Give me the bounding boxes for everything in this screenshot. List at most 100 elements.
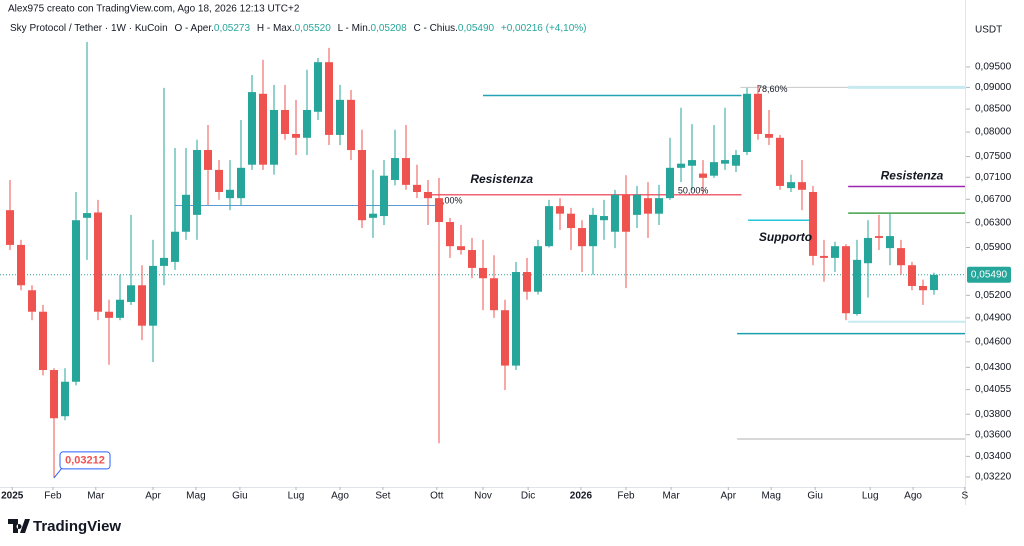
candle-body	[248, 92, 257, 165]
candle-body	[544, 206, 553, 247]
candle-body	[281, 109, 290, 134]
x-tick-label: Mar	[662, 491, 680, 502]
y-tick-label: 0,04300	[975, 362, 1012, 373]
candle-body	[127, 285, 136, 302]
x-tick-label: Apr	[721, 491, 737, 502]
y-tick-label: 0,08000	[975, 127, 1012, 138]
y-tick-label: 0,05200	[975, 290, 1012, 301]
candle-body	[698, 173, 707, 178]
candle-body	[83, 213, 92, 218]
candle-body	[797, 182, 806, 190]
x-tick-label: Feb	[44, 491, 62, 502]
candle-body	[808, 191, 817, 256]
candle-body	[226, 189, 235, 199]
candle-body	[489, 278, 498, 311]
x-tick-label: Ago	[331, 491, 349, 502]
candle-body	[324, 62, 333, 135]
candle-body	[28, 290, 37, 312]
candle-body	[6, 210, 15, 245]
legend-value: 0,05520	[295, 23, 332, 34]
candle-body	[830, 246, 839, 258]
x-tick-label: Lug	[288, 491, 305, 502]
y-tick-label: 0,05900	[975, 242, 1012, 253]
annotation: Resistenza	[470, 172, 533, 186]
candle-body	[116, 299, 125, 318]
candle-body	[182, 194, 191, 232]
candle-body	[841, 246, 850, 314]
brand-name: TradingView	[33, 518, 121, 535]
candle-body	[138, 285, 147, 326]
x-tick-label: Feb	[617, 491, 635, 502]
annotation: 78,60%	[757, 84, 788, 94]
candle-body	[193, 150, 202, 215]
low-label: 0,03212	[65, 454, 105, 466]
candle-body	[709, 162, 718, 176]
y-tick-label: 0,03220	[975, 472, 1012, 483]
candle-body	[368, 213, 377, 218]
y-tick-label: 0,09000	[975, 82, 1012, 93]
candle-body	[423, 191, 432, 199]
candle-body	[171, 231, 180, 262]
legend-value: 0,05490	[458, 23, 495, 34]
candle-body	[764, 133, 773, 138]
x-tick-label: Mar	[87, 491, 105, 502]
candle-body	[500, 310, 509, 366]
legend-label: C - Chius.	[413, 23, 457, 34]
last-price-tag	[967, 266, 1011, 283]
x-tick-label: Ott	[430, 491, 444, 502]
candle-body	[456, 246, 465, 251]
candle-body	[720, 160, 729, 164]
candle-body	[852, 259, 861, 315]
annotation: ,00%	[442, 195, 463, 205]
candle-body	[270, 109, 279, 165]
candle-body	[39, 311, 48, 371]
candle-body	[314, 62, 323, 112]
candle-body	[204, 150, 213, 170]
y-tick-label: 0,08500	[975, 104, 1012, 115]
legend-value: 0,05273	[214, 23, 251, 34]
candle-body	[379, 175, 388, 217]
x-tick-label: Giu	[807, 491, 823, 502]
candle-body	[577, 228, 586, 247]
candle-body	[731, 155, 740, 166]
candle-body	[292, 133, 301, 138]
y-tick-label: 0,04055	[975, 384, 1012, 395]
x-tick-label: Lug	[862, 491, 879, 502]
candle-body	[94, 212, 103, 312]
x-tick-label: Nov	[474, 491, 492, 502]
x-tick-label: Dic	[521, 491, 535, 502]
y-tick-label: 0,06300	[975, 217, 1012, 228]
candle-body	[259, 93, 268, 165]
y-tick-label: 0,04900	[975, 312, 1012, 323]
candle-body	[742, 93, 751, 153]
candle-body	[885, 236, 894, 249]
y-tick-label: 0,07100	[975, 172, 1012, 183]
candle-body	[434, 198, 443, 223]
x-tick-label: Giu	[232, 491, 248, 502]
plot-area	[0, 41, 965, 478]
x-tick-label: 2026	[570, 491, 593, 502]
x-tick-label: Mag	[186, 491, 205, 502]
candle-body	[346, 99, 355, 151]
candle-body	[215, 169, 224, 192]
y-tick-label: 0,03600	[975, 429, 1012, 440]
candle-body	[555, 206, 564, 214]
y-tick-label: 0,07500	[975, 151, 1012, 162]
candle-body	[599, 216, 608, 221]
x-tick-label: Ago	[904, 491, 922, 502]
legend-label: L - Min.	[338, 23, 371, 34]
candle-body	[566, 213, 575, 229]
candle-body	[610, 194, 619, 232]
currency: USDT	[975, 25, 1002, 36]
candle-body	[390, 158, 399, 180]
y-tick-label: 0,03800	[975, 409, 1012, 420]
brand-logo: TradingView	[8, 518, 121, 535]
candle-body	[467, 250, 476, 268]
candle-body	[775, 137, 784, 186]
x-tick-label: 2025	[1, 491, 24, 502]
candle-body	[929, 274, 938, 291]
candle-body	[874, 236, 883, 238]
y-tick-label: 0,06700	[975, 194, 1012, 205]
candle-body	[621, 194, 630, 232]
candle-body	[665, 167, 674, 199]
